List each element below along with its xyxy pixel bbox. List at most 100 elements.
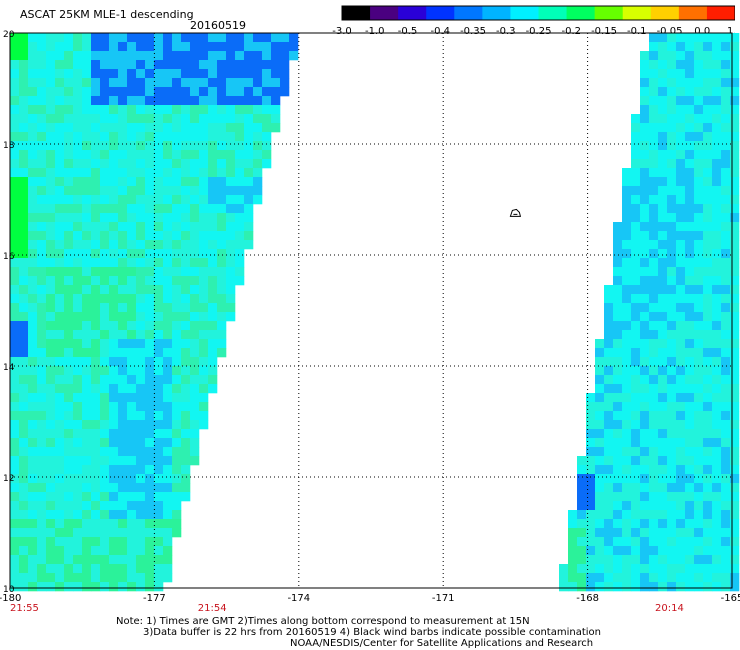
wind-pixel — [73, 492, 83, 502]
wind-pixel — [190, 87, 200, 97]
wind-pixel — [694, 420, 704, 430]
wind-pixel — [154, 213, 164, 223]
wind-pixel — [640, 222, 650, 232]
wind-pixel — [721, 231, 731, 241]
colorbar-tick-label: 1.0 — [727, 26, 735, 36]
wind-pixel — [64, 114, 74, 124]
wind-pixel — [253, 105, 263, 115]
wind-pixel — [145, 483, 155, 493]
wind-pixel — [703, 555, 713, 565]
wind-pixel — [37, 474, 47, 484]
wind-pixel — [649, 357, 659, 367]
wind-pixel — [199, 411, 209, 421]
wind-pixel — [730, 546, 740, 556]
wind-pixel — [127, 420, 137, 430]
wind-pixel — [676, 321, 686, 331]
wind-pixel — [109, 69, 119, 79]
wind-pixel — [64, 285, 74, 295]
wind-pixel — [604, 357, 614, 367]
wind-pixel — [685, 258, 695, 268]
wind-pixel — [721, 132, 731, 142]
wind-pixel — [694, 60, 704, 70]
colorbar-tick-label: -1.0 — [365, 26, 385, 36]
wind-pixel — [685, 528, 695, 538]
wind-pixel — [703, 438, 713, 448]
wind-pixel — [10, 51, 20, 61]
wind-pixel — [676, 519, 686, 529]
wind-pixel — [640, 60, 650, 70]
wind-pixel — [46, 420, 56, 430]
wind-pixel — [190, 339, 200, 349]
grid-lines — [10, 33, 732, 588]
wind-pixel — [676, 393, 686, 403]
wind-pixel — [19, 213, 29, 223]
wind-pixel — [163, 87, 173, 97]
wind-pixel — [127, 546, 137, 556]
wind-pixel — [145, 51, 155, 61]
wind-pixel — [172, 114, 182, 124]
wind-pixel — [649, 555, 659, 565]
wind-pixel — [64, 519, 74, 529]
wind-pixel — [226, 312, 236, 322]
wind-pixel — [82, 123, 92, 133]
wind-pixel — [712, 402, 722, 412]
wind-pixel — [127, 528, 137, 538]
wind-pixel — [64, 78, 74, 88]
wind-pixel — [271, 69, 281, 79]
wind-pixel — [19, 447, 29, 457]
wind-pixel — [163, 51, 173, 61]
wind-pixel — [208, 312, 218, 322]
wind-pixel — [46, 312, 56, 322]
wind-pixel — [28, 96, 38, 106]
wind-pixel — [64, 393, 74, 403]
wind-pixel — [730, 159, 740, 169]
wind-pixel — [46, 114, 56, 124]
wind-pixel — [190, 366, 200, 376]
wind-pixel — [622, 537, 632, 547]
wind-pixel — [28, 474, 38, 484]
wind-pixel — [649, 51, 659, 61]
wind-pixel — [730, 285, 740, 295]
wind-pixel — [91, 537, 101, 547]
wind-pixel — [100, 348, 110, 358]
wind-pixel — [181, 348, 191, 358]
wind-pixel — [145, 258, 155, 268]
wind-pixel — [73, 303, 83, 313]
wind-pixel — [253, 123, 263, 133]
wind-pixel — [199, 375, 209, 385]
wind-pixel — [172, 159, 182, 169]
wind-pixel — [676, 294, 686, 304]
wind-pixel — [118, 195, 128, 205]
wind-pixel — [730, 339, 740, 349]
wind-pixel — [28, 402, 38, 412]
wind-pixel — [253, 150, 263, 160]
wind-pixel — [172, 402, 182, 412]
wind-pixel — [658, 546, 668, 556]
wind-pixel — [37, 546, 47, 556]
wind-pixel — [145, 339, 155, 349]
wind-pixel — [676, 231, 686, 241]
wind-pixel — [712, 330, 722, 340]
wind-pixel — [109, 204, 119, 214]
wind-pixel — [46, 141, 56, 151]
wind-pixel — [118, 87, 128, 97]
wind-pixel — [19, 348, 29, 358]
wind-pixel — [658, 366, 668, 376]
wind-pixel — [712, 42, 722, 52]
wind-pixel — [586, 393, 596, 403]
wind-pixel — [235, 222, 245, 232]
wind-pixel — [118, 573, 128, 583]
wind-pixel — [613, 285, 623, 295]
wind-pixel — [73, 447, 83, 457]
wind-pixel — [19, 141, 29, 151]
wind-pixel — [109, 555, 119, 565]
wind-pixel — [10, 231, 20, 241]
wind-pixel — [703, 456, 713, 466]
wind-pixel — [721, 105, 731, 115]
wind-pixel — [91, 240, 101, 250]
wind-pixel — [199, 393, 209, 403]
wind-pixel — [613, 492, 623, 502]
wind-pixel — [703, 114, 713, 124]
wind-pixel — [82, 69, 92, 79]
wind-pixel — [235, 258, 245, 268]
